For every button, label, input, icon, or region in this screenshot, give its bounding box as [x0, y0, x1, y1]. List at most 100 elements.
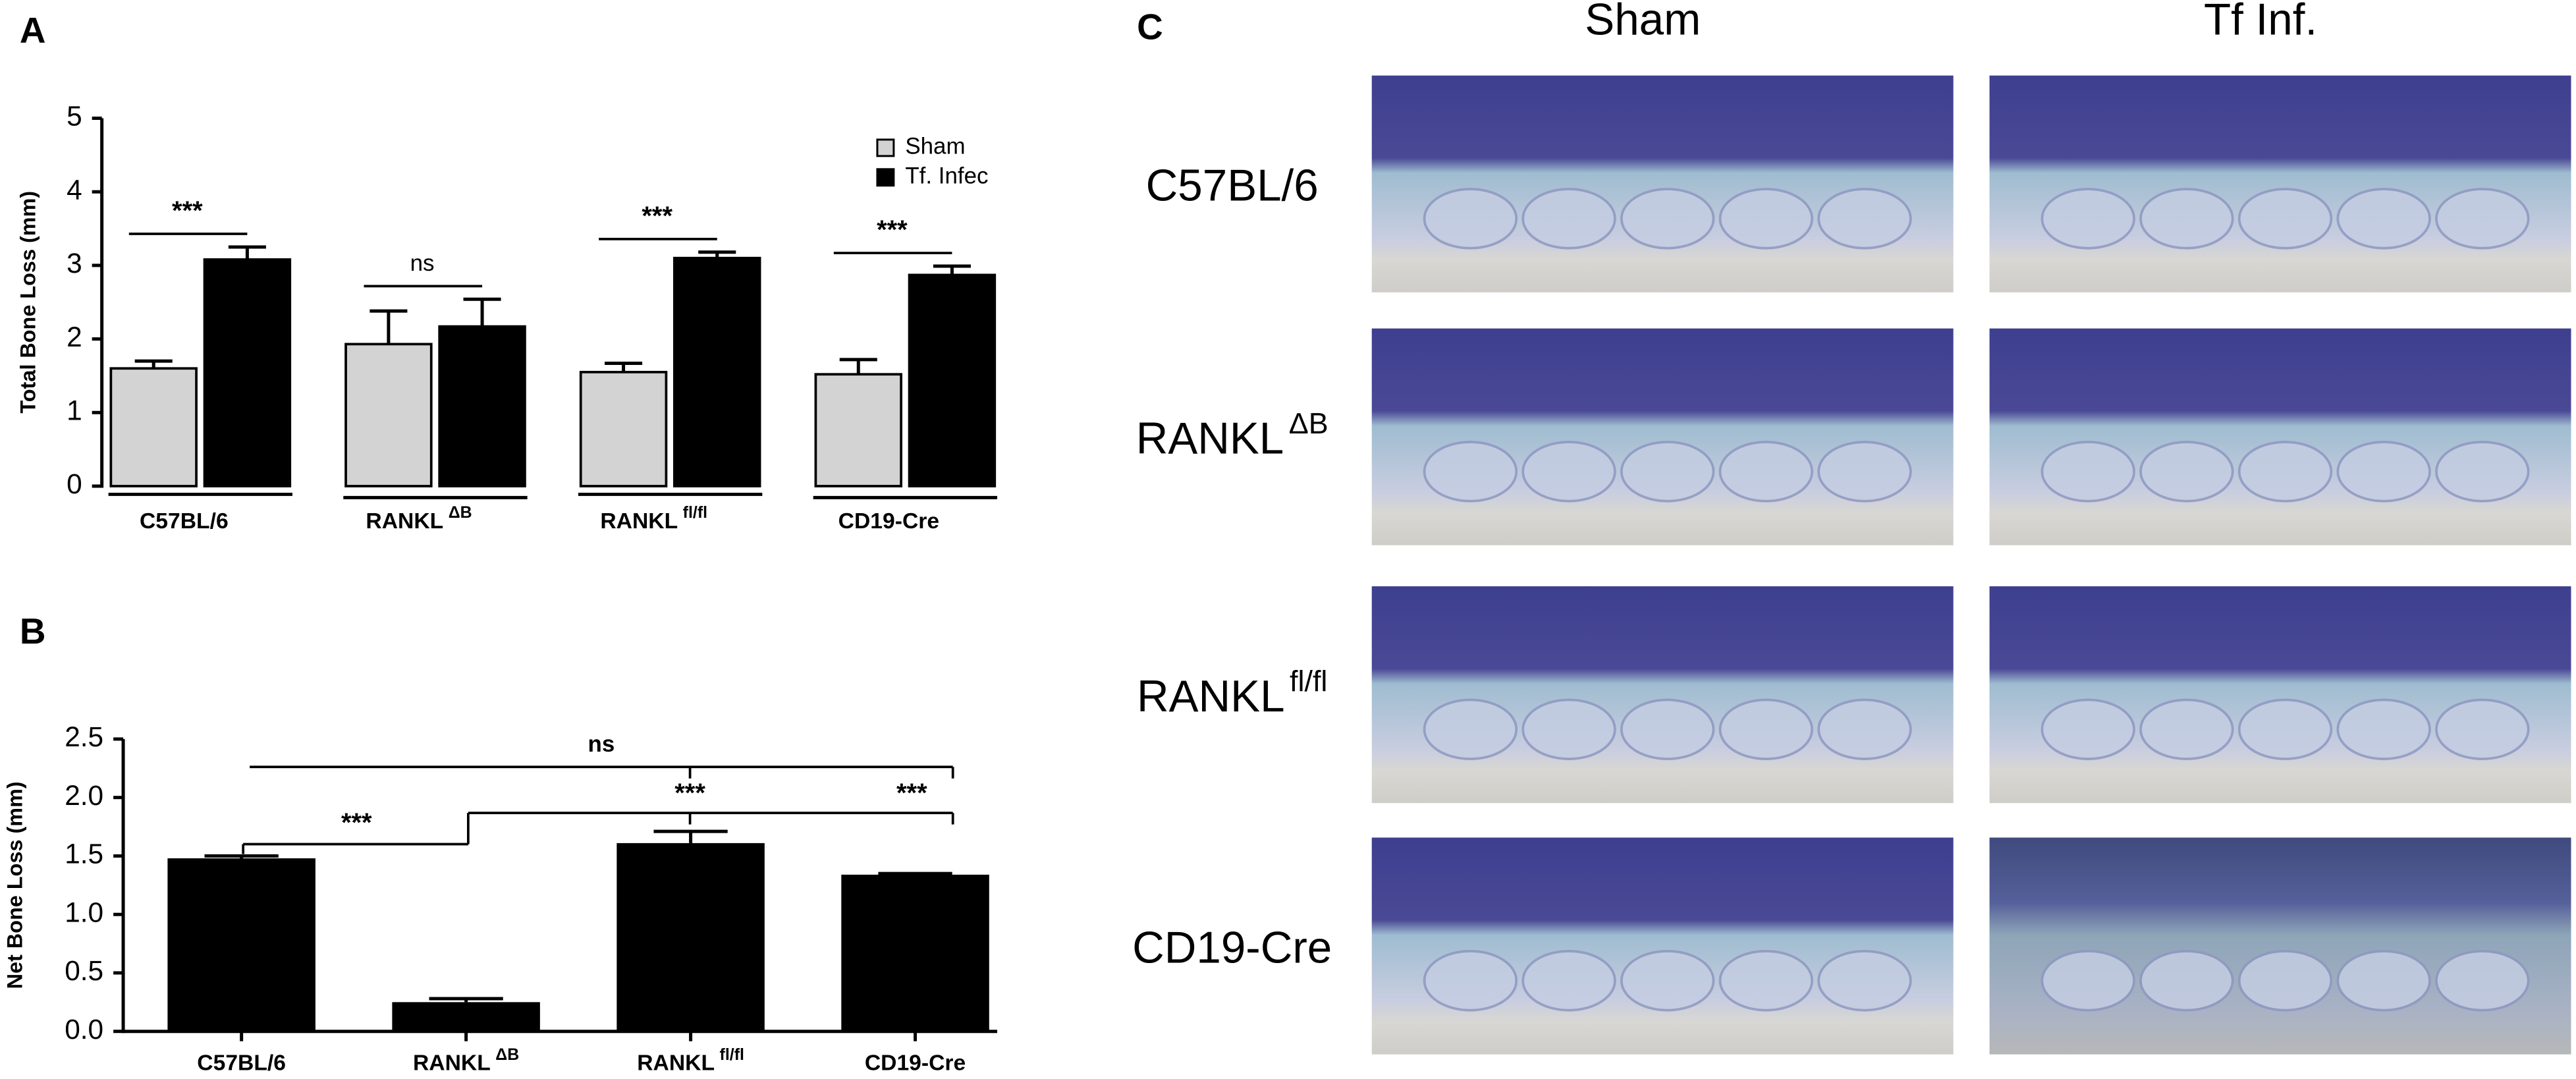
legend-swatch	[876, 168, 895, 187]
tooth	[1423, 698, 1518, 761]
tooth	[2435, 441, 2530, 503]
error-bar	[933, 264, 971, 275]
error-bar	[653, 829, 728, 843]
tooth	[2041, 441, 2135, 503]
tooth	[1620, 698, 1715, 761]
tooth	[2435, 949, 2530, 1012]
panel-label: A	[20, 9, 46, 50]
tooth	[1817, 188, 1912, 250]
x-tick-label-base: CD19-Cre	[838, 509, 939, 534]
x-tick-label: RANKL fl/fl	[600, 503, 707, 534]
x-tick-label-sup: ΔB	[449, 503, 472, 522]
tooth	[2336, 698, 2431, 761]
tooth	[2336, 188, 2431, 250]
tooth	[2237, 188, 2333, 250]
y-tick-label: 1.0	[65, 897, 103, 927]
bar	[579, 370, 668, 487]
error-bar	[463, 297, 501, 327]
tooth	[1423, 949, 1518, 1012]
photo-bg	[1989, 328, 2571, 545]
photo	[1989, 328, 2571, 545]
photo-bg	[1371, 586, 1954, 804]
column-header: Sham	[1585, 0, 1701, 45]
bar	[392, 1002, 540, 1032]
tooth	[2041, 949, 2135, 1012]
tooth	[2237, 949, 2333, 1012]
significance-label: ns	[410, 250, 435, 276]
x-tick-label: CD19-Cre	[838, 509, 939, 534]
row-label: RANKL fl/fl	[1137, 664, 1327, 721]
tooth	[2336, 949, 2431, 1012]
bar	[841, 874, 989, 1032]
bar	[167, 858, 315, 1032]
row-label-base: C57BL/6	[1146, 161, 1319, 211]
row-label-base: RANKL	[1136, 414, 1284, 463]
tooth	[2041, 698, 2135, 761]
legend-label: Tf. Infec	[905, 163, 988, 188]
tooth	[1718, 441, 1814, 503]
error-bar	[878, 872, 952, 875]
y-tick-label: 4	[67, 174, 82, 205]
tooth	[1521, 441, 1616, 503]
significance-label: ***	[896, 779, 927, 808]
y-tick-label: 1	[67, 395, 82, 426]
photo-bg	[1989, 586, 2571, 804]
y-axis-title: Total Bone Loss (mm)	[16, 191, 40, 414]
tooth	[2139, 441, 2234, 503]
tooth	[1620, 949, 1715, 1012]
tooth	[1521, 949, 1616, 1012]
y-tick-label: 5	[67, 101, 82, 132]
x-tick-label-base: RANKL	[413, 1051, 491, 1075]
error-bar	[228, 245, 266, 260]
error-bar	[429, 997, 503, 1003]
x-tick-label-sup: fl/fl	[720, 1045, 744, 1063]
row-label-base: CD19-Cre	[1132, 923, 1332, 972]
significance-label: ***	[172, 196, 203, 225]
panel-label: C	[1137, 6, 1163, 47]
tooth	[1817, 441, 1912, 503]
bar	[673, 256, 761, 487]
tooth	[1521, 698, 1616, 761]
photo-bg	[1371, 75, 1954, 292]
x-tick-label-base: RANKL	[366, 509, 443, 534]
tooth	[1718, 949, 1814, 1012]
photo-bg	[1989, 837, 2571, 1055]
photo-bg	[1989, 75, 2571, 292]
row-label-base: RANKL	[1137, 672, 1285, 721]
tooth	[2139, 188, 2234, 250]
legend-swatch	[876, 138, 895, 157]
error-bar	[134, 359, 173, 369]
legend-label: Sham	[905, 134, 965, 159]
x-tick-label: RANKL ΔB	[413, 1045, 519, 1075]
photo-bg	[1371, 328, 1954, 545]
error-bar	[698, 250, 736, 258]
x-tick-label-base: RANKL	[600, 509, 678, 534]
error-bar	[605, 361, 643, 372]
photo	[1989, 586, 2571, 804]
tooth	[2237, 698, 2333, 761]
x-tick-label: CD19-Cre	[865, 1051, 966, 1075]
significance-label: ***	[877, 215, 908, 244]
tooth	[2435, 698, 2530, 761]
significance-label: ***	[674, 779, 705, 808]
row-label: C57BL/6	[1146, 161, 1319, 211]
tooth	[2336, 441, 2431, 503]
photo	[1371, 586, 1954, 804]
row-label-sup: fl/fl	[1290, 664, 1327, 698]
column-header: Tf Inf.	[2204, 0, 2317, 45]
x-tick-label-base: C57BL/6	[197, 1051, 286, 1075]
tooth	[1817, 698, 1912, 761]
y-tick-label: 3	[67, 248, 82, 279]
photo	[1371, 328, 1954, 545]
tooth	[1718, 188, 1814, 250]
tooth	[1817, 949, 1912, 1012]
y-axis-title: Net Bone Loss (mm)	[3, 781, 27, 989]
x-tick-label-sup: ΔB	[495, 1045, 519, 1063]
y-tick-label: 0.0	[65, 1014, 103, 1045]
photo	[1989, 75, 2571, 292]
tooth	[1620, 188, 1715, 250]
panel-label: B	[20, 611, 46, 651]
significance-label: ***	[642, 202, 672, 231]
tooth	[1423, 188, 1518, 250]
